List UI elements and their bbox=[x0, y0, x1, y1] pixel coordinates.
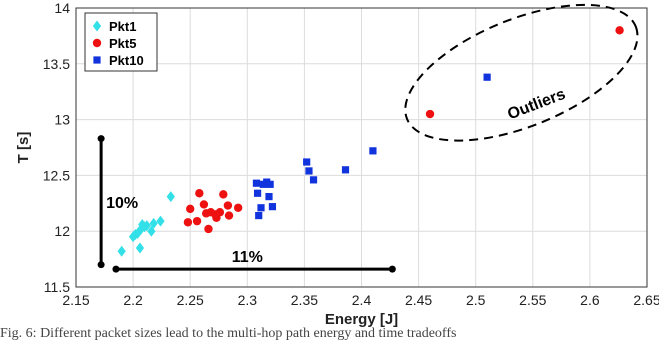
series-pkt5 bbox=[183, 26, 624, 234]
x-tick-label: 2.35 bbox=[291, 292, 318, 308]
series-pkt1 bbox=[117, 191, 175, 257]
y-tick-label: 11.5 bbox=[44, 279, 70, 295]
grid bbox=[75, 7, 648, 288]
x-tick-label: 2.4 bbox=[352, 292, 372, 308]
pkt10-point bbox=[265, 193, 273, 201]
pkt5-point bbox=[224, 211, 234, 220]
x-tick-label: 2.6 bbox=[580, 292, 600, 308]
pkt10-point bbox=[341, 166, 350, 174]
y-axis-label: T [s] bbox=[15, 132, 32, 164]
pkt5-point bbox=[192, 216, 202, 226]
plot-frame bbox=[75, 7, 648, 288]
outliers-ellipse bbox=[404, 3, 639, 142]
legend-marker-pkt1 bbox=[92, 20, 102, 32]
horizontal-bracket-end bbox=[112, 265, 120, 273]
vertical-bracket-end bbox=[97, 261, 105, 269]
x-tick-label: 2.25 bbox=[177, 292, 204, 308]
horizontal-bracket-label: 11% bbox=[232, 249, 263, 266]
x-tick-label: 2.2 bbox=[123, 292, 143, 308]
pkt5-point bbox=[615, 26, 624, 35]
pkt10-point bbox=[305, 167, 313, 175]
series-pkt10 bbox=[252, 73, 491, 220]
pkt1-point bbox=[156, 215, 165, 227]
y-tick-label: 13.5 bbox=[43, 56, 70, 72]
pkt1-point bbox=[117, 245, 126, 257]
pkt5-point bbox=[223, 201, 233, 210]
x-tick-label: 2.15 bbox=[62, 292, 89, 308]
legend: Pkt1 Pkt5 Pkt10 bbox=[84, 12, 158, 72]
legend-marker-pkt5 bbox=[92, 38, 102, 48]
pkt5-point bbox=[233, 203, 243, 212]
y-tick-label: 14 bbox=[54, 0, 70, 16]
pkt10-point bbox=[369, 147, 377, 155]
legend-entry-pkt5: Pkt5 bbox=[109, 36, 136, 51]
data-points bbox=[117, 26, 624, 257]
figure-caption: Fig. 6: Different packet sizes lead to t… bbox=[0, 326, 457, 341]
pkt10-point bbox=[252, 179, 261, 187]
pkt10-point bbox=[266, 180, 274, 188]
x-axis-label: Energy [J] bbox=[325, 311, 398, 328]
pkt1-point bbox=[142, 220, 151, 232]
legend-entry-pkt1: Pkt1 bbox=[109, 19, 136, 34]
pkt1-point bbox=[149, 217, 158, 229]
pkt10-point bbox=[268, 203, 277, 211]
vertical-bracket-end bbox=[97, 135, 105, 143]
x-tick-label: 2.55 bbox=[519, 292, 546, 308]
pkt10-point bbox=[253, 189, 262, 197]
pkt1-point bbox=[166, 191, 175, 203]
pkt5-point bbox=[186, 204, 195, 214]
pkt1-point bbox=[135, 242, 145, 254]
pkt5-point bbox=[199, 200, 209, 209]
pkt10-point bbox=[257, 204, 265, 212]
y-tick-label: 13 bbox=[54, 112, 70, 128]
legend-marker-pkt10 bbox=[93, 56, 101, 64]
vertical-bracket-label: 10% bbox=[106, 195, 138, 212]
pkt5-point bbox=[215, 208, 225, 217]
y-tick-label: 12 bbox=[54, 223, 70, 239]
x-tick-label: 2.5 bbox=[466, 292, 486, 308]
y-axis-ticks: 11.5 12 12.5 13 13.5 14 bbox=[43, 0, 70, 295]
pkt10-point bbox=[303, 158, 311, 166]
axes bbox=[75, 7, 648, 288]
y-tick-label: 12.5 bbox=[43, 167, 70, 183]
pkt10-point bbox=[309, 176, 318, 184]
x-tick-label: 2.65 bbox=[633, 292, 659, 308]
pkt10-point bbox=[255, 211, 263, 220]
x-axis-ticks: 2.15 2.2 2.25 2.3 2.35 2.4 2.45 2.5 2.55 2.6 2.65 bbox=[62, 292, 659, 308]
pkt5-point bbox=[183, 218, 193, 227]
x-tick-label: 2.45 bbox=[405, 292, 432, 308]
x-tick-label: 2.3 bbox=[238, 292, 258, 308]
horizontal-bracket-end bbox=[388, 265, 396, 273]
pkt5-point bbox=[195, 189, 204, 198]
legend-entry-pkt10: Pkt10 bbox=[109, 53, 144, 68]
pkt5-point bbox=[425, 109, 435, 119]
pkt10-point bbox=[483, 73, 491, 81]
pkt5-point bbox=[219, 190, 228, 199]
pkt5-point bbox=[204, 224, 213, 234]
